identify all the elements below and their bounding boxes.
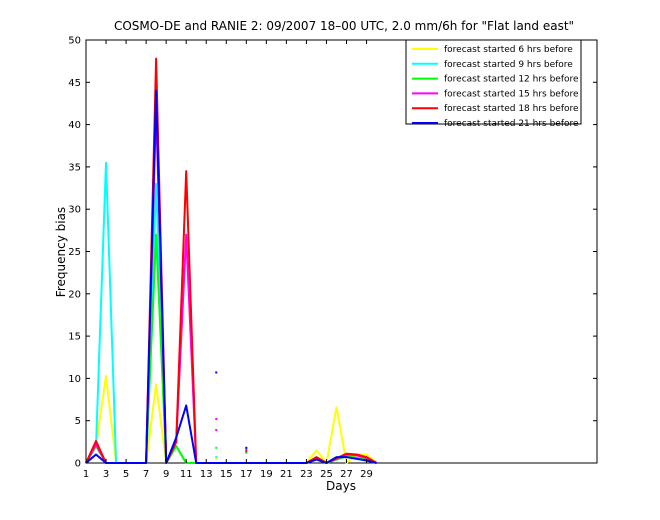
series-point-4 xyxy=(215,418,218,421)
x-tick-label: 23 xyxy=(300,469,313,480)
series-point-1 xyxy=(215,457,218,460)
x-tick-label: 15 xyxy=(220,469,233,480)
y-tick-label: 5 xyxy=(75,416,81,427)
series-point-2 xyxy=(215,456,218,459)
y-tick-label: 15 xyxy=(68,332,81,343)
x-tick-label: 11 xyxy=(180,469,193,480)
chart-title: COSMO-DE and RANIE 2: 09/2007 18–00 UTC,… xyxy=(114,19,574,33)
series-line-6 xyxy=(85,89,377,464)
legend: forecast started 6 hrs before forecast st… xyxy=(405,39,582,129)
series-point-5 xyxy=(245,450,248,453)
x-tick-label: 7 xyxy=(143,469,149,480)
x-tick-label: 9 xyxy=(163,469,169,480)
y-tick-label: 50 xyxy=(68,36,81,47)
x-tick-label: 17 xyxy=(240,469,253,480)
y-tick-label: 35 xyxy=(68,162,81,173)
axis-layer: 1 3 5 7 9 11 13 15 17 19 21 23 25 27 29051015202530354… xyxy=(68,36,597,480)
legend-box xyxy=(405,39,582,125)
series-point-6 xyxy=(245,446,248,449)
legend-label-5: forecast started 18 hrs before xyxy=(444,104,579,114)
legend-label-4: forecast started 15 hrs before xyxy=(444,89,579,99)
y-tick-label: 10 xyxy=(68,374,81,385)
y-tick-label: 30 xyxy=(68,205,81,216)
y-tick-label: 45 xyxy=(68,78,81,89)
x-tick-label: 25 xyxy=(320,469,333,480)
x-tick-label: 27 xyxy=(340,469,353,480)
y-tick-label: 25 xyxy=(68,247,81,258)
legend-label-2: forecast started 9 hrs before xyxy=(444,60,573,70)
x-tick-label: 19 xyxy=(260,469,273,480)
series-point-4 xyxy=(215,429,218,432)
x-tick-label: 3 xyxy=(103,469,109,480)
y-tick-label: 20 xyxy=(68,289,81,300)
series-point-3 xyxy=(215,446,218,449)
series-point-4 xyxy=(245,448,248,451)
y-tick-label: 40 xyxy=(68,120,81,131)
legend-label-3: forecast started 12 hrs before xyxy=(444,75,579,85)
series-point-6 xyxy=(215,371,218,374)
x-tick-label: 5 xyxy=(123,469,129,480)
x-tick-label: 29 xyxy=(360,469,373,480)
x-tick-label: 13 xyxy=(200,469,213,480)
series-point-3 xyxy=(245,451,248,454)
legend-label-1: forecast started 6 hrs before xyxy=(444,45,573,55)
y-axis-label: Frequency bias xyxy=(54,207,68,297)
x-tick-label: 1 xyxy=(83,469,89,480)
x-tick-label: 21 xyxy=(280,469,293,480)
legend-label-6: forecast started 21 hrs before xyxy=(444,119,579,129)
x-axis-label: Days xyxy=(326,479,356,493)
y-tick-label: 0 xyxy=(75,459,81,470)
